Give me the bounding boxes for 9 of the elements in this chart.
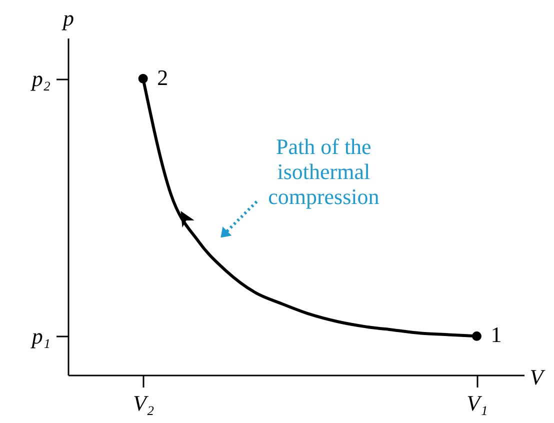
annotation: 2 [157, 64, 168, 90]
x-tick-label: V₁ [466, 390, 488, 416]
text: p₁ [30, 324, 50, 349]
y-axis-title: p [61, 6, 74, 30]
x-axis-title: V [530, 364, 546, 390]
text: p₂ [30, 66, 51, 92]
x-tick-label: V₂ [133, 390, 154, 416]
annotation: 1 [490, 322, 502, 348]
annotation: Path of the isothermal compression [267, 134, 380, 209]
